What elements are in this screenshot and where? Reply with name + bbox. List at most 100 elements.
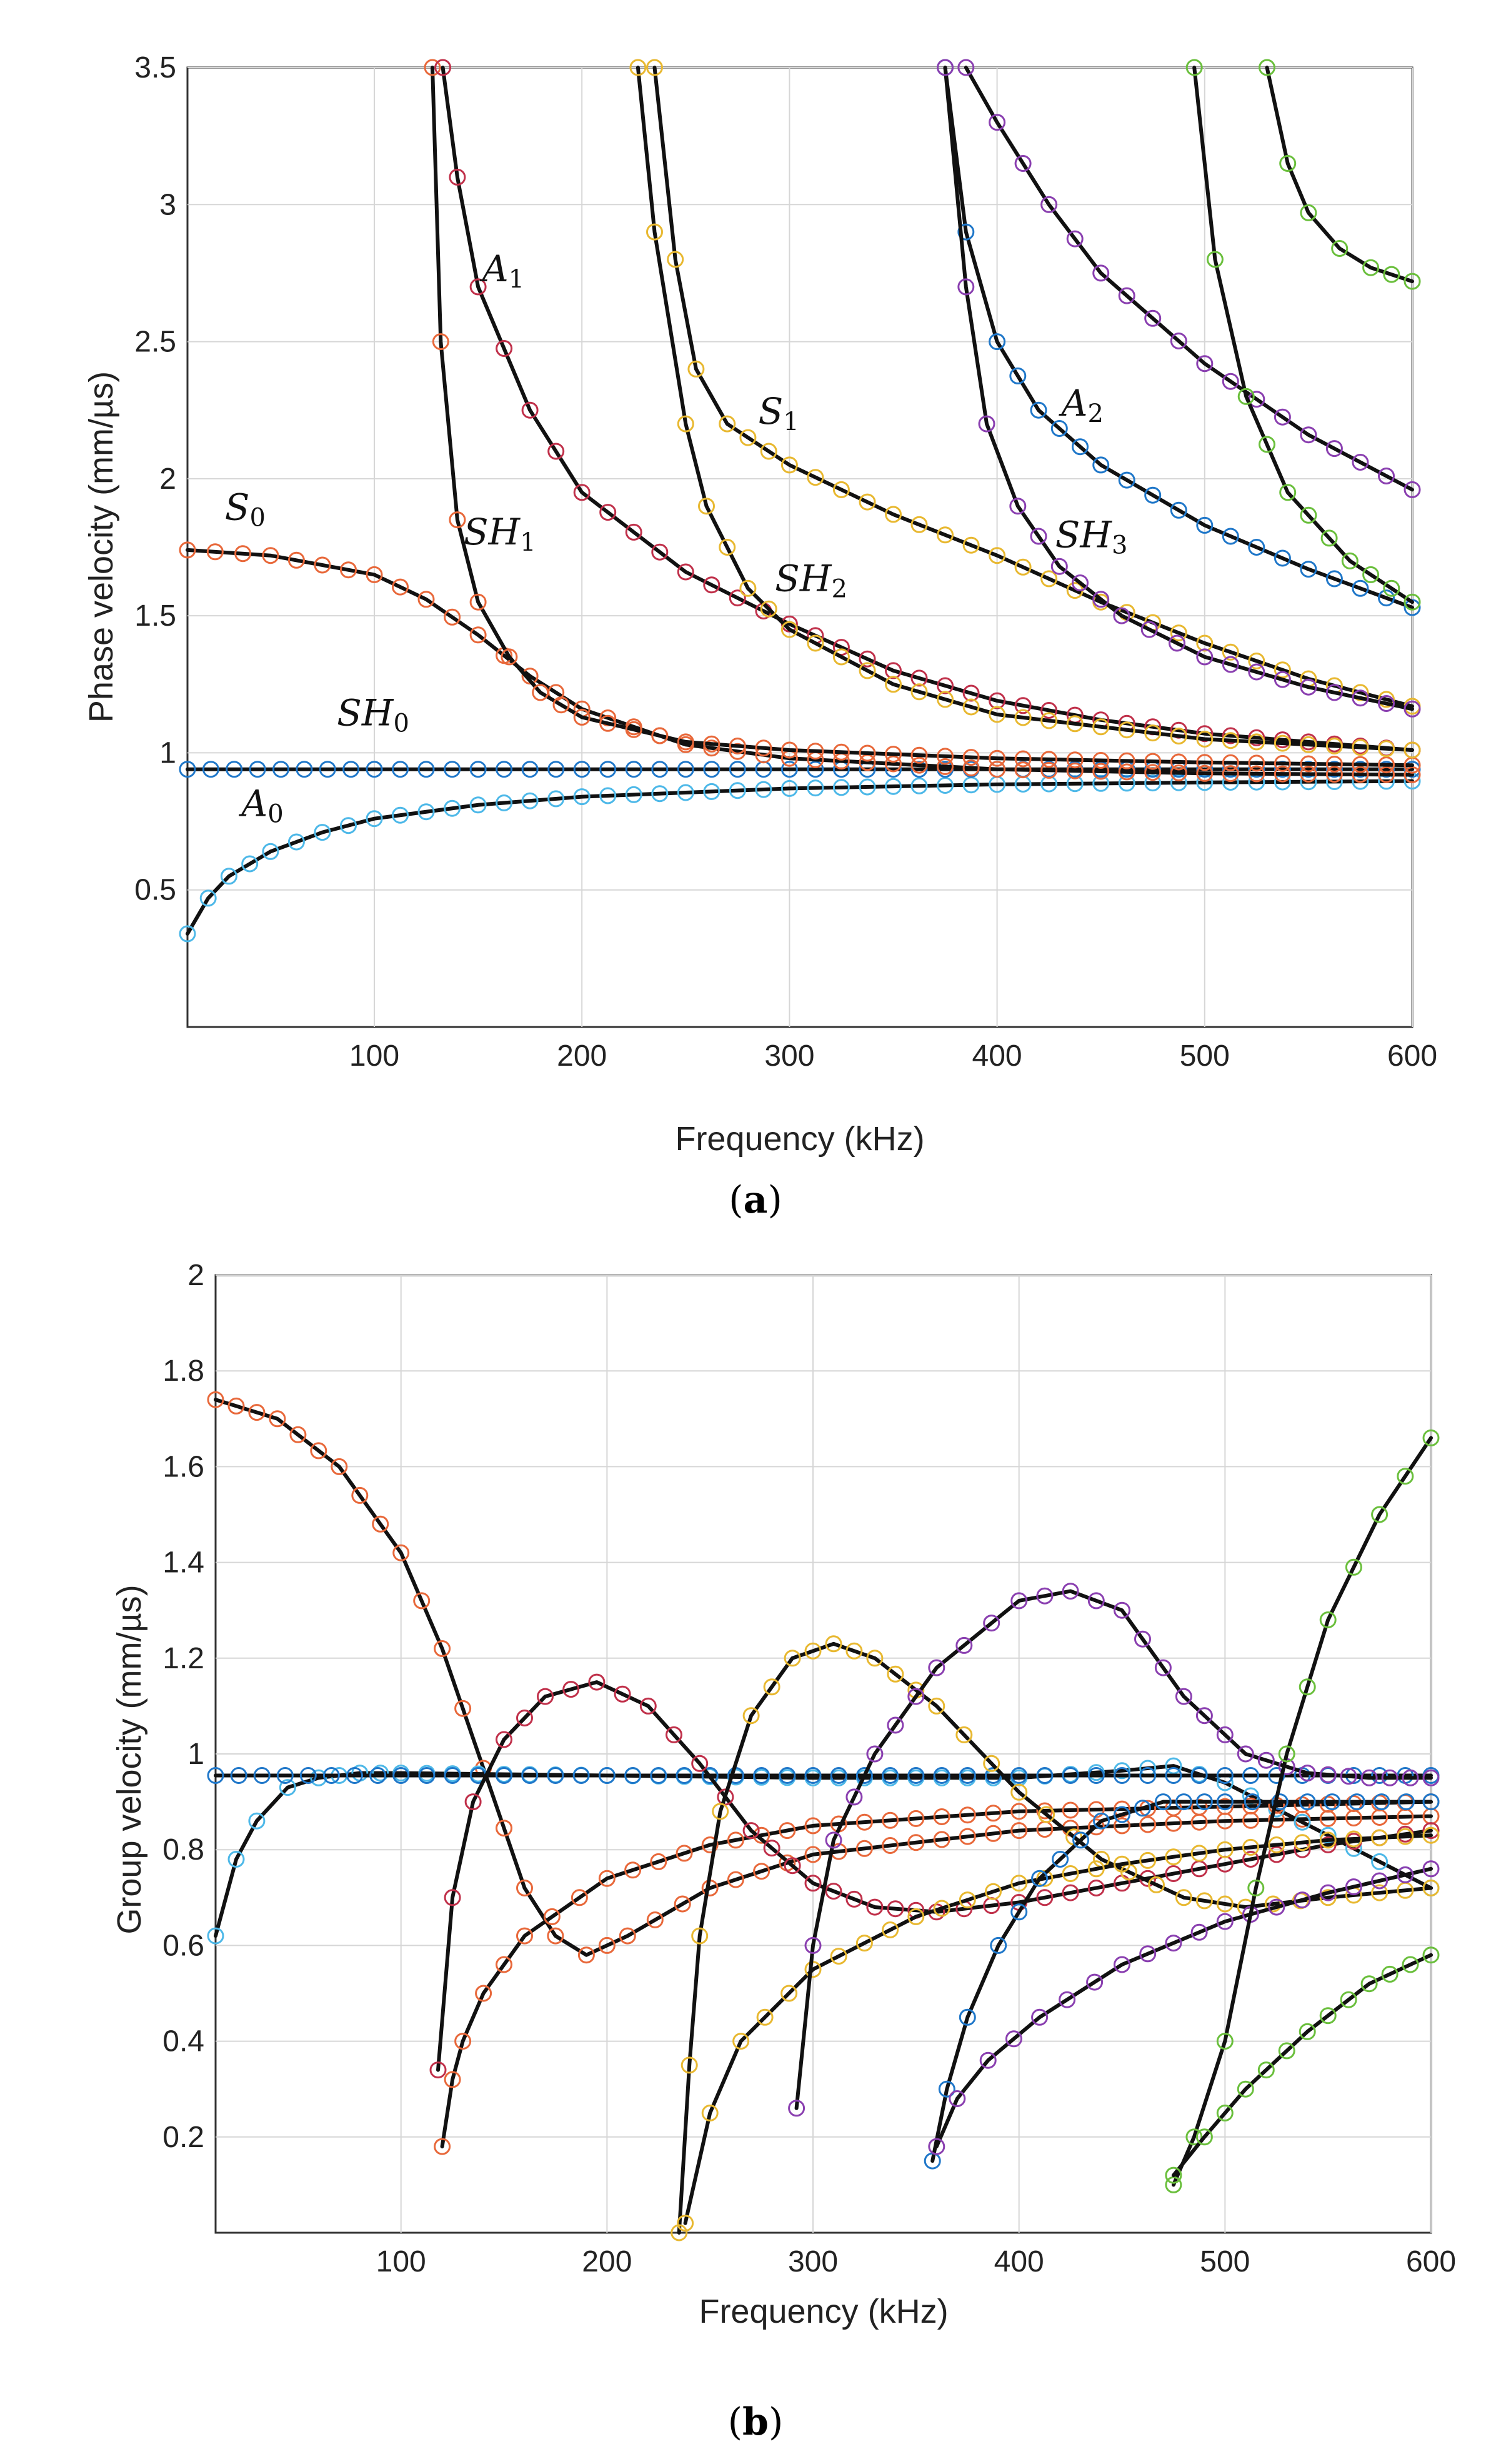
point-sh0 xyxy=(207,1767,224,1784)
point-sh1 xyxy=(543,1908,561,1925)
point-s2 xyxy=(1345,1558,1362,1576)
point-s0 xyxy=(234,545,252,563)
point-a2b xyxy=(1052,1851,1069,1868)
point-s0 xyxy=(1170,764,1187,781)
point-sh0 xyxy=(572,1767,590,1784)
point-a1 xyxy=(537,1688,554,1705)
point-a2 xyxy=(788,2100,805,2117)
point-a2 xyxy=(1036,1587,1054,1605)
point-s0 xyxy=(516,1880,533,1896)
point-sh2 xyxy=(1062,1865,1079,1882)
point-a2b xyxy=(959,2008,976,2026)
point-s0 xyxy=(1222,765,1239,783)
point-sh4 xyxy=(1319,2007,1337,2025)
point-sh3 xyxy=(1165,1935,1182,1952)
point-a2 xyxy=(1360,1769,1378,1786)
point-sh0 xyxy=(202,761,219,778)
point-s0 xyxy=(753,1863,770,1880)
point-a2 xyxy=(1144,486,1162,504)
point-a1 xyxy=(573,484,591,501)
point-a2b xyxy=(1216,1793,1234,1811)
y-tick-label: 3.5 xyxy=(134,51,176,84)
point-a1 xyxy=(887,1900,904,1918)
point-s1 xyxy=(1264,1895,1282,1913)
point-s2 xyxy=(1383,266,1400,283)
point-a3 xyxy=(1378,468,1395,484)
curve-sh2 xyxy=(636,66,1414,752)
point-sh1 xyxy=(780,741,798,759)
point-sh2 xyxy=(1352,739,1369,756)
point-s1 xyxy=(1014,558,1032,576)
series-s2 xyxy=(1259,59,1421,290)
point-sh0 xyxy=(1378,761,1395,778)
point-sh3 xyxy=(1216,1913,1234,1930)
point-sh3 xyxy=(957,278,975,296)
point-sh2 xyxy=(807,634,824,652)
point-sh0 xyxy=(346,1767,363,1784)
point-sh0 xyxy=(369,1767,387,1784)
point-sh4 xyxy=(1383,579,1400,597)
point-s2 xyxy=(1259,59,1275,76)
point-sh1 xyxy=(832,743,850,761)
point-a1 xyxy=(763,1840,780,1857)
point-sh4 xyxy=(1300,506,1317,524)
curve-sh3 xyxy=(943,66,1414,711)
point-a1 xyxy=(1036,1889,1054,1906)
point-s0 xyxy=(1196,764,1214,782)
point-s0 xyxy=(855,1840,873,1857)
point-a1 xyxy=(599,504,617,521)
point-a0 xyxy=(496,794,513,811)
point-s1 xyxy=(885,506,902,523)
point-s0 xyxy=(703,739,721,757)
point-sh1 xyxy=(1014,750,1032,768)
point-sh1 xyxy=(1144,753,1162,770)
x-tick-label: 100 xyxy=(376,2245,426,2278)
point-a0 xyxy=(651,785,669,803)
curve-a1 xyxy=(441,66,1414,752)
point-s0 xyxy=(989,761,1006,778)
point-sh1 xyxy=(989,749,1006,767)
point-sh2 xyxy=(910,683,928,701)
point-s0 xyxy=(417,591,435,608)
point-sh0 xyxy=(624,1767,642,1784)
point-sh4 xyxy=(1404,593,1421,611)
point-a0 xyxy=(279,1779,296,1796)
point-sh0 xyxy=(1404,761,1421,778)
point-sh2 xyxy=(1144,724,1162,742)
point-sh3 xyxy=(1345,1878,1362,1896)
point-sh2 xyxy=(1010,1875,1028,1892)
point-sh1 xyxy=(454,2033,472,2050)
point-a2b xyxy=(990,1936,1007,1954)
point-a0 xyxy=(937,777,954,794)
point-a2 xyxy=(1299,1765,1316,1782)
mode-label-sh0: SH0 xyxy=(337,692,409,738)
point-a1 xyxy=(1196,725,1214,743)
mode-label-subscript: 0 xyxy=(267,799,283,828)
curve-s2 xyxy=(1171,1436,1433,2187)
point-s0 xyxy=(1352,766,1369,783)
point-s1 xyxy=(687,360,705,378)
point-sh1 xyxy=(933,1808,950,1825)
point-s0 xyxy=(366,566,383,583)
point-sh3 xyxy=(1169,634,1185,652)
point-a2 xyxy=(1009,367,1027,384)
caption-a: (a) xyxy=(729,1178,782,1222)
point-s0 xyxy=(392,578,409,596)
point-s1 xyxy=(962,536,980,554)
point-s0 xyxy=(619,1927,636,1945)
point-a1 xyxy=(866,1898,884,1916)
mode-label-subscript: 2 xyxy=(1087,399,1103,428)
x-axis-label-b: Frequency (kHz) xyxy=(699,2293,948,2330)
point-a0 xyxy=(521,792,539,809)
point-a1 xyxy=(825,1883,842,1900)
point-sh2 xyxy=(1378,740,1395,758)
point-s1 xyxy=(1038,1806,1055,1823)
point-sh3 xyxy=(1196,648,1214,666)
point-s1 xyxy=(832,481,850,498)
point-a2b xyxy=(1299,1793,1316,1811)
point-s1 xyxy=(667,251,684,268)
mode-label-subscript: 0 xyxy=(394,709,409,738)
point-sh1 xyxy=(959,1806,976,1824)
point-sh0 xyxy=(1165,1767,1182,1784)
